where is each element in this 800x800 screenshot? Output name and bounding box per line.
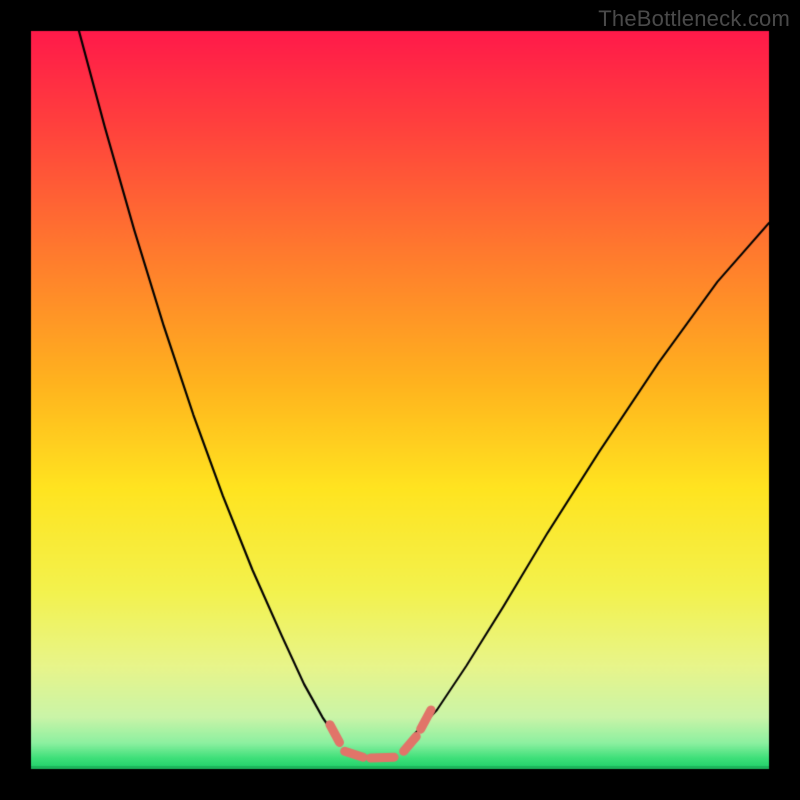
bottleneck-curve-chart (0, 0, 800, 800)
watermark-text: TheBottleneck.com (598, 6, 790, 32)
chart-container: TheBottleneck.com (0, 0, 800, 800)
